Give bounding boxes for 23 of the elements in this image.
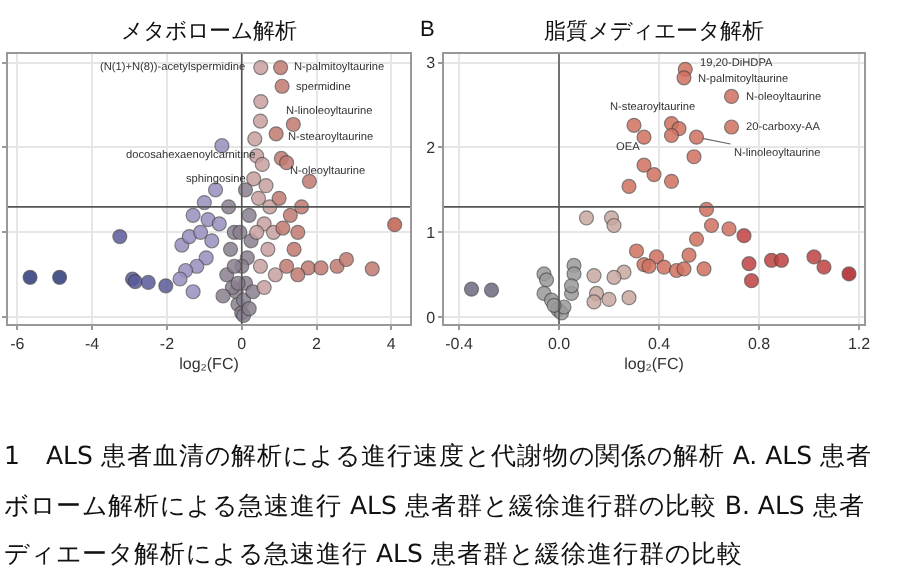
y-tick-label: 0 [426,308,437,327]
x-tick-label: 2 [312,334,323,353]
y-tick-label: 3 [426,54,437,73]
x-tick-label: -4 [85,334,101,353]
y-tick-label: 2 [426,139,437,157]
x-tick-label: -6 [10,334,26,353]
text: ボローム解析による急速進行 ALS 患者群と緩徐進行群の比較 B. ALS 患者 [4,487,867,523]
text: B [420,18,435,42]
x-tick-label: 0.4 [647,334,672,353]
text: 1 ALS 患者血清の解析による進行速度と代謝物の関係の解析 A. ALS 患者 [4,438,873,474]
x-axis-title: log₂(FC) [624,355,685,374]
x-tick-label: -2 [159,334,176,353]
chart-title: 脂質メディエータ解析 [544,17,764,44]
x-tick-label: -0.4 [445,334,474,353]
text: ディエータ解析による急速進行 ALS 患者群と緩徐進行群の比較 [4,536,745,572]
x-tick-label: 0.0 [547,334,572,353]
x-axis-title: log₂(FC) [179,355,240,374]
chart-title: メタボローム解析 [121,17,297,44]
x-tick-label: 1.2 [847,334,872,353]
x-tick-label: 0 [237,334,248,353]
y-tick-label: 1 [426,223,437,242]
x-tick-label: 4 [386,334,397,353]
x-tick-label: 0.8 [747,334,772,353]
